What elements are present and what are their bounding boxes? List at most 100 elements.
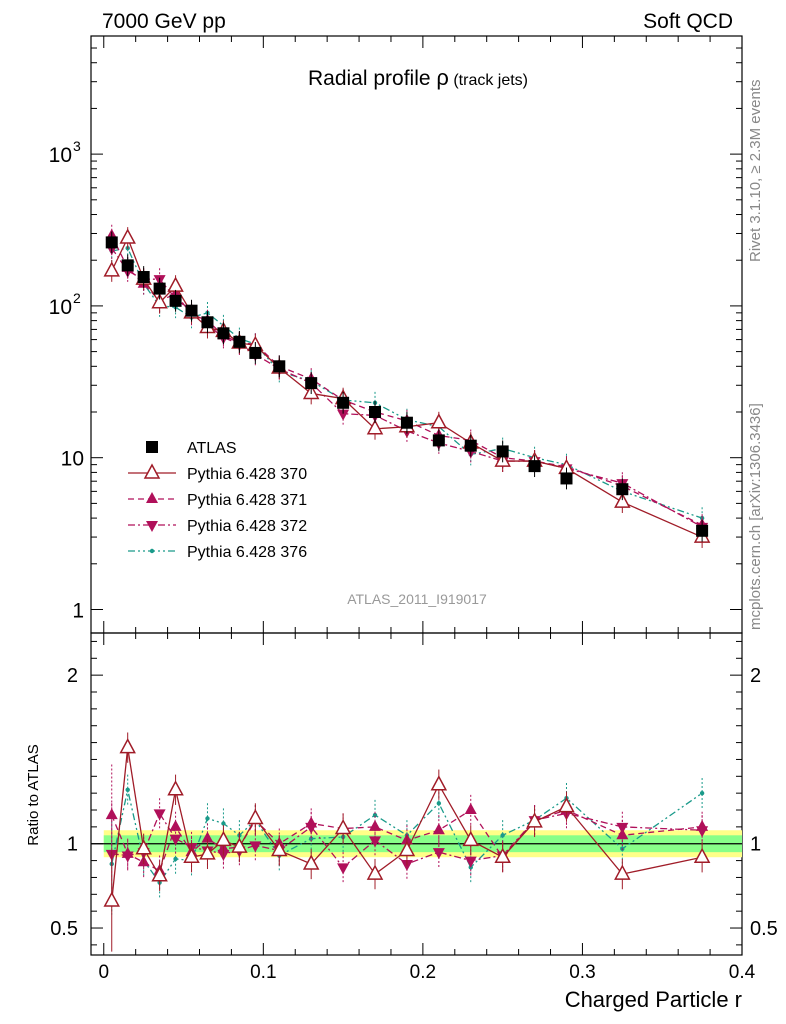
marker-atlas	[432, 434, 445, 447]
series-p376	[109, 237, 705, 530]
ratio-ytick-label: 2	[67, 665, 78, 687]
legend-marker-p376	[149, 548, 155, 554]
marker-atlas	[496, 445, 509, 458]
ratio-marker-p370	[398, 840, 416, 857]
ratio-ytick-label-right: 2	[750, 665, 761, 687]
main-ytick-label: 10	[61, 448, 84, 471]
legend-entry-p371: Pythia 6.428 371	[128, 492, 307, 509]
ratio-marker-p370	[215, 830, 232, 847]
ratio-ytick-label-right: 1	[750, 834, 761, 856]
legend-entry-p376: Pythia 6.428 376	[128, 544, 307, 561]
ratio-marker-p370	[366, 864, 384, 880]
marker-atlas	[400, 416, 413, 429]
ratio-marker-p371	[201, 831, 214, 843]
ratio-marker-p371	[369, 819, 382, 831]
ratio-marker-p371	[696, 819, 709, 831]
marker-atlas	[105, 236, 118, 249]
main-series-group	[103, 224, 711, 548]
analysis-id: ATLAS_2011_I919017	[347, 591, 487, 607]
ratio-marker-p372	[153, 809, 166, 821]
ratio-marker-p370	[693, 847, 711, 863]
legend: ATLAS Pythia 6.428 370 Pythia 6.428 371 Pyt…	[128, 440, 307, 561]
ratio-xtick-label: 0.1	[250, 962, 276, 983]
marker-atlas	[369, 406, 382, 419]
legend-entry-p372: Pythia 6.428 372	[128, 518, 307, 535]
marker-atlas	[616, 483, 629, 496]
ratio-marker-p370	[247, 808, 264, 825]
ratio-marker-p372	[369, 836, 382, 848]
ratio-marker-p371	[169, 819, 182, 831]
main-ytick-exp: 2	[73, 290, 81, 306]
ratio-marker-p370	[614, 864, 631, 880]
ratio-marker-p371	[305, 816, 318, 828]
ratio-marker-p372	[464, 856, 477, 868]
ratio-marker-p372	[249, 841, 262, 853]
ratio-marker-p376	[372, 812, 378, 818]
ratio-marker-p376	[699, 790, 705, 796]
marker-atlas	[337, 396, 350, 409]
legend-label-p370: Pythia 6.428 370	[187, 466, 307, 483]
ratio-marker-p370	[430, 775, 448, 791]
main-ytick-label: 10	[49, 144, 72, 167]
ratio-ytick-label-right: 0.5	[750, 918, 778, 940]
ratio-line-p370	[111, 747, 703, 902]
legend-marker-p371	[146, 492, 158, 503]
series-atlas	[105, 231, 709, 542]
marker-atlas	[201, 316, 214, 329]
legend-label-p376: Pythia 6.428 376	[187, 544, 307, 561]
series-line-p370	[111, 236, 703, 538]
ratio-marker-p370	[558, 797, 575, 813]
ratio-marker-p376	[173, 856, 178, 862]
x-axis-label: Charged Particle r	[565, 987, 742, 1012]
ratio-series-group	[103, 732, 711, 952]
marker-atlas	[305, 377, 318, 390]
ratio-xtick-label: 0.3	[569, 962, 595, 983]
marker-p370	[103, 261, 120, 277]
ratio-marker-p376	[221, 821, 226, 826]
marker-atlas	[560, 472, 573, 485]
marker-p370	[614, 492, 631, 508]
ratio-line-p376	[111, 789, 703, 884]
legend-label-p371: Pythia 6.428 371	[187, 492, 307, 509]
legend-entry-p370: Pythia 6.428 370	[128, 463, 307, 483]
ratio-marker-p371	[464, 803, 477, 815]
header-right: Soft QCD	[643, 10, 733, 33]
ratio-marker-p371	[121, 846, 134, 858]
marker-atlas	[233, 335, 246, 348]
legend-marker-p370	[143, 463, 161, 479]
ratio-marker-p370	[103, 891, 120, 907]
ratio-marker-p370	[119, 738, 136, 754]
marker-p370	[430, 413, 448, 429]
legend-marker-atlas	[146, 441, 158, 453]
main-ytick-exp: 3	[73, 138, 81, 154]
marker-atlas	[528, 460, 541, 473]
ratio-ylabel: Ratio to ATLAS	[25, 744, 42, 845]
legend-marker-p372	[146, 521, 158, 532]
series-line-p371	[111, 235, 703, 526]
ratio-marker-p376	[205, 816, 210, 821]
marker-atlas	[249, 346, 262, 359]
ratio-marker-p370	[167, 780, 184, 796]
marker-p370	[366, 419, 384, 435]
ratio-marker-p376	[500, 833, 505, 838]
marker-atlas	[169, 294, 182, 307]
ratio-xtick-label: 0.4	[729, 962, 756, 983]
marker-p370	[119, 228, 136, 244]
rivet-label: Rivet 3.1.10, ≥ 2.3M events	[747, 80, 764, 263]
ratio-marker-p376	[436, 801, 442, 806]
main-ytick-label: 1	[72, 599, 84, 622]
series-line-p372	[111, 247, 703, 528]
legend-label-atlas: ATLAS	[187, 440, 237, 457]
marker-atlas	[185, 304, 198, 317]
ratio-marker-p376	[125, 787, 130, 792]
marker-p370	[167, 276, 184, 292]
marker-atlas	[696, 524, 709, 537]
ratio-ytick-label: 0.5	[50, 918, 78, 940]
marker-atlas	[121, 259, 134, 272]
ratio-marker-p371	[432, 823, 445, 835]
ratio-marker-p370	[231, 837, 248, 853]
ratio-marker-p370	[199, 844, 216, 860]
ratio-marker-p370	[462, 830, 480, 847]
